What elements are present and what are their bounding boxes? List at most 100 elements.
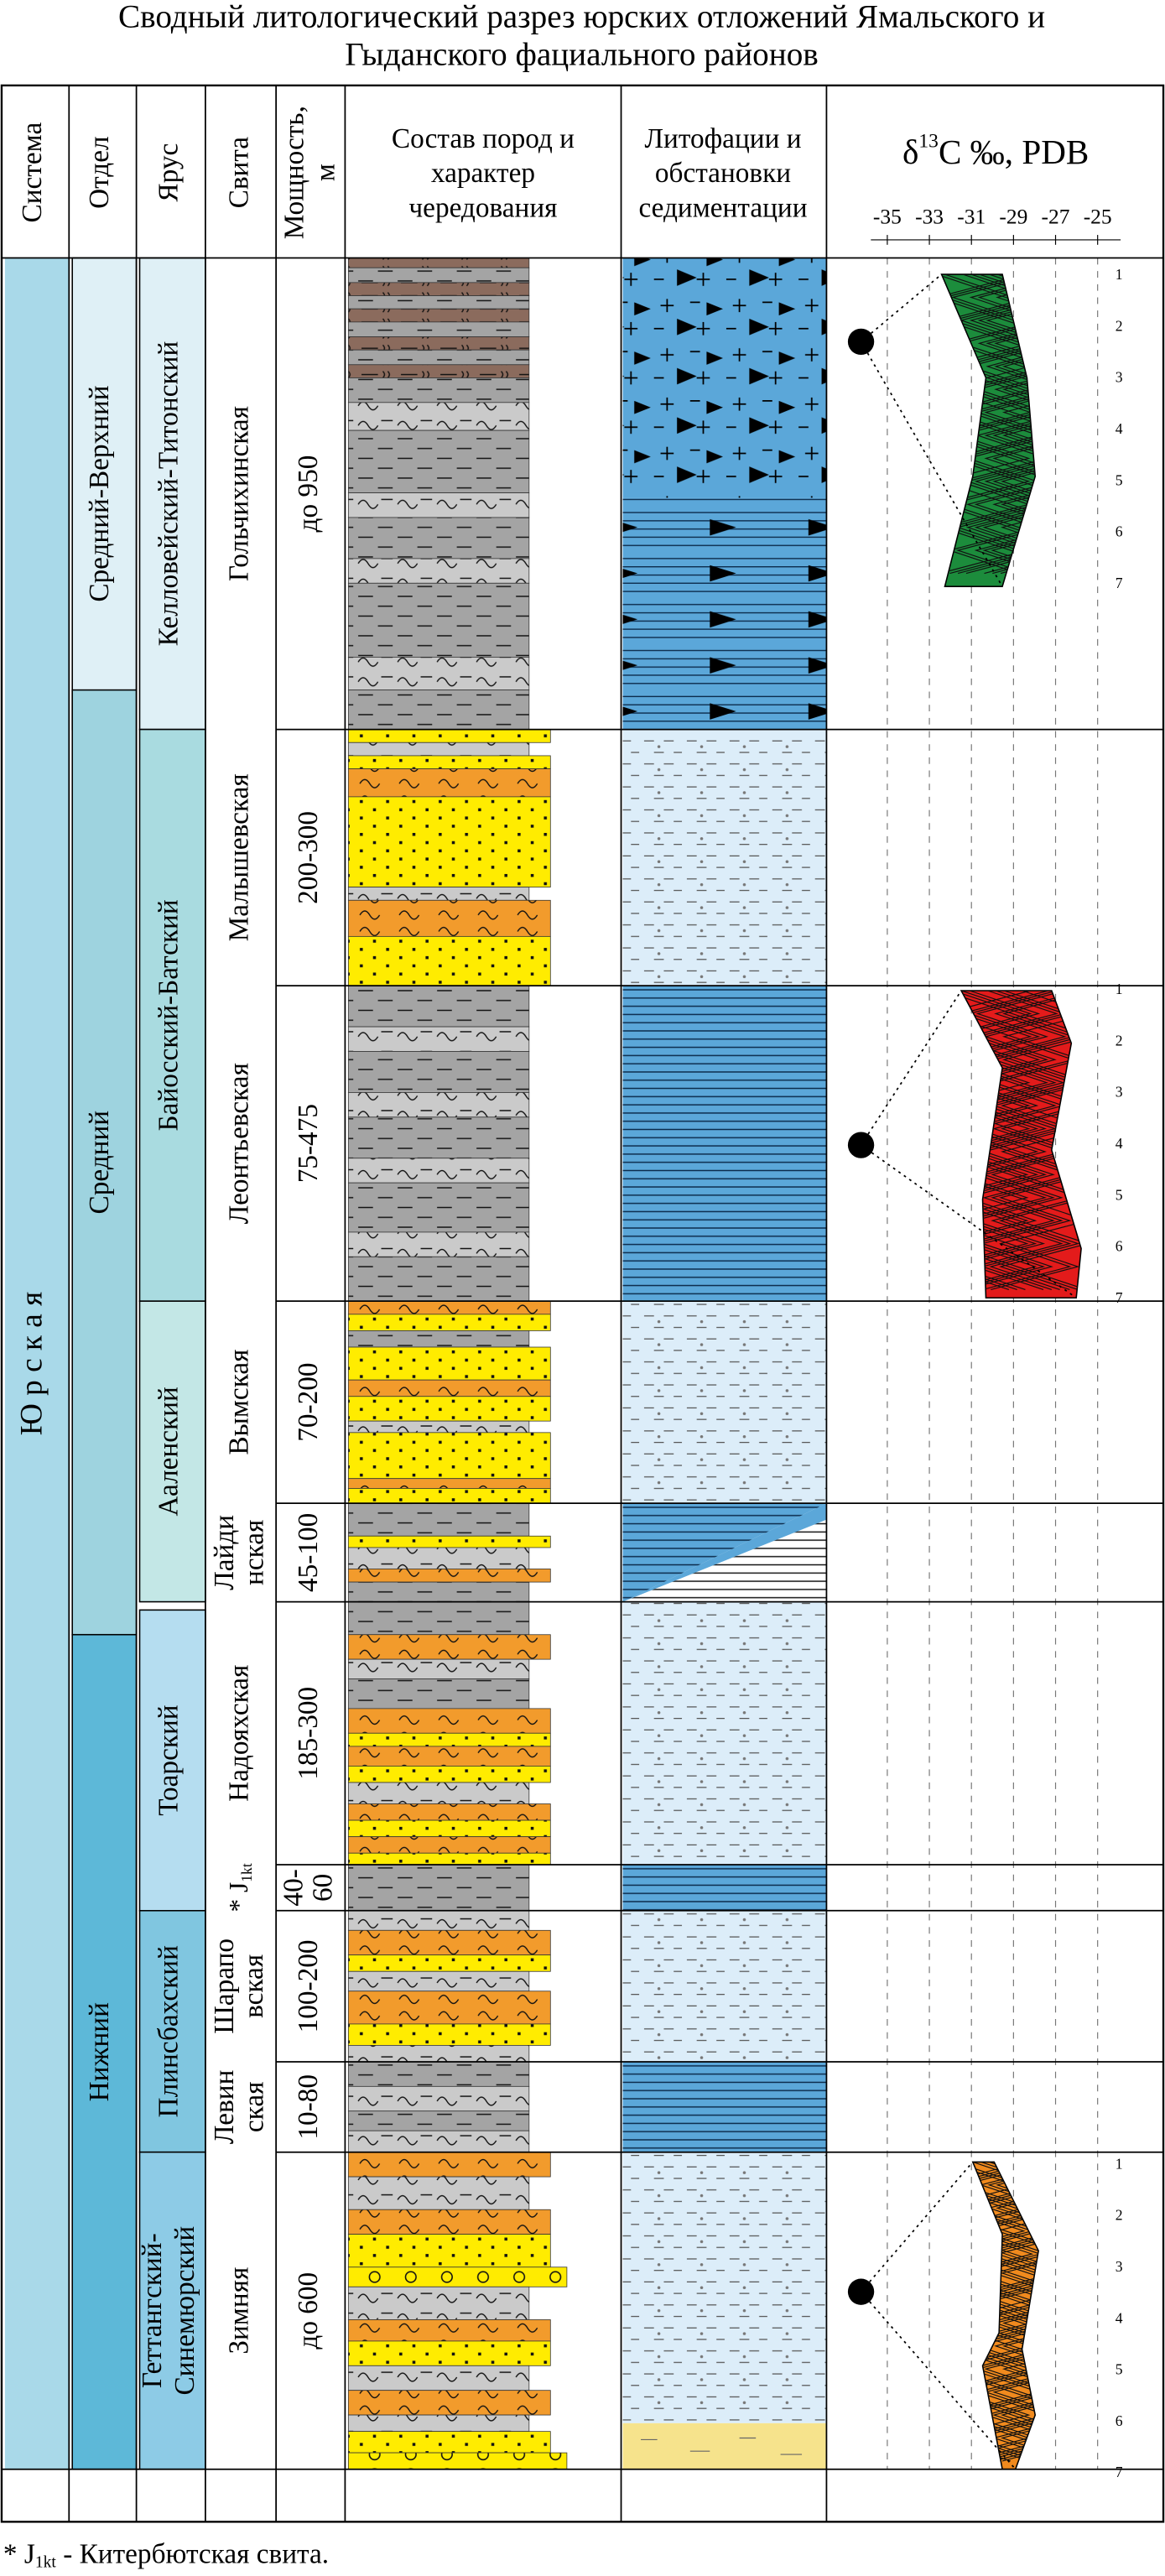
lithology-band [347,429,530,493]
isotope-tick-label: -31 [957,204,986,228]
formation-thickness: 10-80 [293,2074,324,2140]
lithology-band [347,1581,530,1602]
lithology-band [347,935,551,986]
formation-name: вская [238,1954,269,2018]
facies-cell [622,986,827,1302]
lithology-band [347,2234,551,2268]
lithology-band [347,1970,530,1992]
formation-name: Гольчихинская [224,406,255,581]
isotope-line [948,274,1036,575]
column-header: чередования [408,192,557,223]
isotope-tick-label: -33 [915,204,944,228]
formation-name: Надояхская [224,1665,255,1802]
formation-name-sub: 1kt [238,1863,255,1882]
formation-thickness: 60 [308,1874,339,1902]
lithology-band [347,742,530,757]
stage-cell [139,2152,205,2469]
division-cell [72,258,137,730]
lithology-band [347,2431,551,2454]
lithology-band [347,1300,551,1315]
column-header: седиментации [638,192,807,223]
title-line: Гыданского фациального районов [345,37,819,73]
lithology-band [347,321,530,337]
lithology-band [347,295,530,310]
column-header: Состав пород и [392,123,575,154]
lithology-band [347,364,530,378]
formation-thickness: 100-200 [293,1939,324,2032]
lithology-band [347,1547,530,1569]
system-name: Ю р с к а я [15,1292,49,1436]
sample-number: 5 [1116,1186,1123,1203]
lithology-band [347,1432,551,1480]
lithology-band [347,887,530,901]
isotope-connector [860,2161,1017,2470]
lithology-band [347,1488,551,1504]
sample-number: 6 [1116,1238,1123,1255]
lithology-band [347,2340,551,2366]
isotope-connector [860,273,1003,587]
lithology-band [347,2152,551,2178]
isotope-sup: 13 [918,131,939,153]
formation-thickness: 185-300 [293,1687,324,1780]
system-cell [4,258,70,2469]
formation-name: Зимняя [224,2267,255,2355]
lithology-band [347,985,530,1028]
column-header: характер [431,158,535,189]
lithology-band [347,558,530,584]
lithology-band [347,2176,530,2210]
lithology-band [347,1330,530,1348]
formation-name: * J1kt [224,1863,255,1912]
isotope-line [961,991,1082,1291]
sample-number: 5 [1116,471,1123,488]
footnote-prefix: * J [3,2538,35,2569]
isotope-line [972,2162,1039,2462]
lithology-band [347,768,551,798]
stage-cell [139,1610,205,1911]
sample-number: 5 [1116,2361,1123,2378]
formation-name: Левин [209,2069,240,2144]
facies-cell [622,497,827,730]
isotope-connector [860,990,1077,1298]
lithology-band [347,1746,551,1767]
lithology-band [347,1502,530,1537]
lithology-band [347,1819,551,1838]
sample-number: 3 [1116,2258,1123,2275]
lithology-band [347,1678,530,1710]
facies-sand-cell [622,2422,827,2469]
lithology-band [347,336,530,351]
sample-number: 3 [1116,369,1123,386]
column-header: Отдел [84,136,115,208]
sample-number: 2 [1116,317,1123,334]
lithology-band [347,690,530,730]
formation-thickness: 40- [278,1869,309,1906]
lithology-band [347,2130,530,2153]
sample-number: 2 [1116,1032,1123,1049]
isotope-line [941,274,1036,575]
lithology-band [347,1910,530,1931]
column-header: Свита [224,137,255,209]
lithology-band [347,2209,551,2235]
sample-number: 7 [1116,575,1123,591]
isotope-line [961,991,1082,1291]
column-header: Литофации и [644,123,801,154]
division-cell [72,1634,137,2469]
lithology-band [347,1158,530,1184]
isotope-symbol: δ [902,133,918,172]
isotope-line [941,274,1036,575]
isotope-header: δ13C ‰, PDB [902,131,1089,172]
lithology-band [347,1379,551,1397]
isotope-line [949,274,1036,575]
formation-name: Шарапо [209,1939,240,2034]
isotope-line [961,991,1082,1291]
title-line: Сводный литологический разрез юрских отл… [118,0,1045,34]
isotope-sample-dot [847,1132,875,1158]
formation-name: Малышевская [224,773,255,941]
sample-number: 4 [1116,2309,1123,2326]
sample-number: 4 [1116,1135,1123,1152]
facies-cell [622,1910,827,2062]
isotope-tick-label: -25 [1084,204,1112,228]
facies-wedge [622,1503,827,1602]
stage-name: Келловейский-Титонский [153,341,184,647]
facies-cell [622,2152,827,2423]
